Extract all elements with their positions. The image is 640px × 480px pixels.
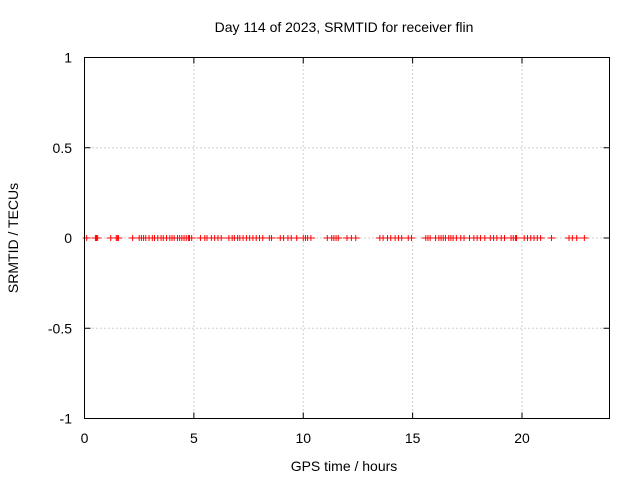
- y-tick-label: 1: [64, 50, 72, 66]
- y-tick-label: 0: [64, 230, 72, 246]
- data-point: [407, 235, 416, 241]
- y-tick-label: -0.5: [48, 320, 72, 336]
- data-point: [217, 235, 226, 241]
- data-point: [267, 235, 276, 241]
- data-point: [536, 235, 545, 241]
- data-point: [351, 235, 360, 241]
- data-point: [187, 235, 196, 241]
- x-tick-label: 20: [514, 430, 530, 446]
- data-markers: [82, 235, 589, 241]
- y-axis-label: SRMTID / TECUs: [5, 183, 21, 293]
- data-point: [572, 235, 581, 241]
- y-tick-label: 0.5: [53, 140, 73, 156]
- data-point: [547, 235, 556, 241]
- x-tick-label: 0: [81, 430, 89, 446]
- data-point: [334, 235, 343, 241]
- data-point: [114, 235, 123, 241]
- x-tick-label: 15: [405, 430, 421, 446]
- data-point: [580, 235, 589, 241]
- y-tick-label: -1: [60, 411, 73, 427]
- chart-title: Day 114 of 2023, SRMTID for receiver fli…: [215, 19, 474, 35]
- tick-labels: 0 5 10 15 20 1 0.5 0 -0.5 -1: [48, 50, 530, 447]
- x-axis-label: GPS time / hours: [291, 458, 398, 474]
- data-point: [306, 235, 315, 241]
- data-point: [512, 235, 521, 241]
- x-tick-label: 10: [295, 430, 311, 446]
- data-point: [93, 235, 102, 241]
- plot-frame: [84, 57, 610, 419]
- data-point: [82, 235, 91, 241]
- x-tick-label: 5: [190, 430, 198, 446]
